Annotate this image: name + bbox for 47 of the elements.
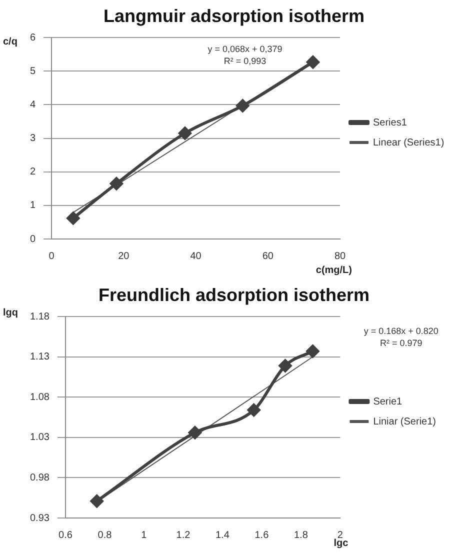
y-tick-label: 0	[30, 234, 36, 245]
y-axis-title: lgq	[3, 307, 18, 318]
point	[306, 344, 320, 358]
point	[247, 404, 260, 417]
legend-label: Serie1	[373, 396, 403, 408]
chart-title: Langmuir adsorption isotherm	[103, 6, 365, 26]
x-tick-label: 1.6	[254, 530, 270, 541]
y-tick-label: 6	[30, 32, 36, 44]
x-tick-label: 1.4	[216, 530, 230, 541]
legend-label: Liniar (Serie1)	[373, 416, 436, 428]
x-tick-label: 0.8	[98, 530, 112, 541]
point	[236, 99, 250, 112]
point	[278, 359, 292, 372]
point	[306, 56, 320, 69]
point	[110, 177, 123, 190]
y-tick-label: 1.03	[30, 432, 50, 444]
y-tick-label: 1.08	[30, 392, 50, 403]
x-tick-label: 20	[118, 250, 130, 262]
x-tick-label: 40	[190, 250, 202, 262]
point	[188, 426, 202, 440]
y-tick-label: 0.93	[30, 512, 50, 524]
y-tick-label: 2	[30, 166, 36, 178]
x-tick-label: 1.2	[176, 530, 191, 541]
x-tick-label: 1.8	[294, 530, 308, 541]
legend-label: Series1	[373, 117, 408, 128]
text: R² = 0.979	[380, 338, 422, 348]
x-tick-label: 80	[334, 250, 346, 262]
point	[66, 212, 80, 225]
y-axis-title: c/q	[3, 36, 18, 48]
point	[178, 126, 192, 140]
y-tick-label: 0.98	[30, 472, 50, 484]
chart-title: Freundlich adsorption isotherm	[98, 284, 370, 305]
legend-label: Linear (Series1)	[373, 137, 444, 148]
text: y = 0.168x + 0.820	[364, 326, 438, 336]
x-tick-label: 0.6	[58, 530, 73, 541]
y-tick-label: 5	[30, 66, 36, 77]
y-tick-label: 3	[30, 133, 36, 144]
y-tick-label: 1	[30, 200, 36, 212]
y-tick-label: 1.13	[30, 352, 50, 363]
x-tick-label: 1	[141, 530, 148, 541]
y-tick-label: 1.18	[30, 311, 50, 322]
x-tick-label: 60	[262, 250, 274, 262]
annotation: R² = 0,993	[224, 56, 266, 66]
annotation: y = 0,068x + 0,379	[208, 44, 282, 54]
y-tick-label: 4	[30, 99, 36, 110]
point	[90, 494, 104, 508]
x-axis-title: c(mg/L)	[316, 264, 352, 276]
